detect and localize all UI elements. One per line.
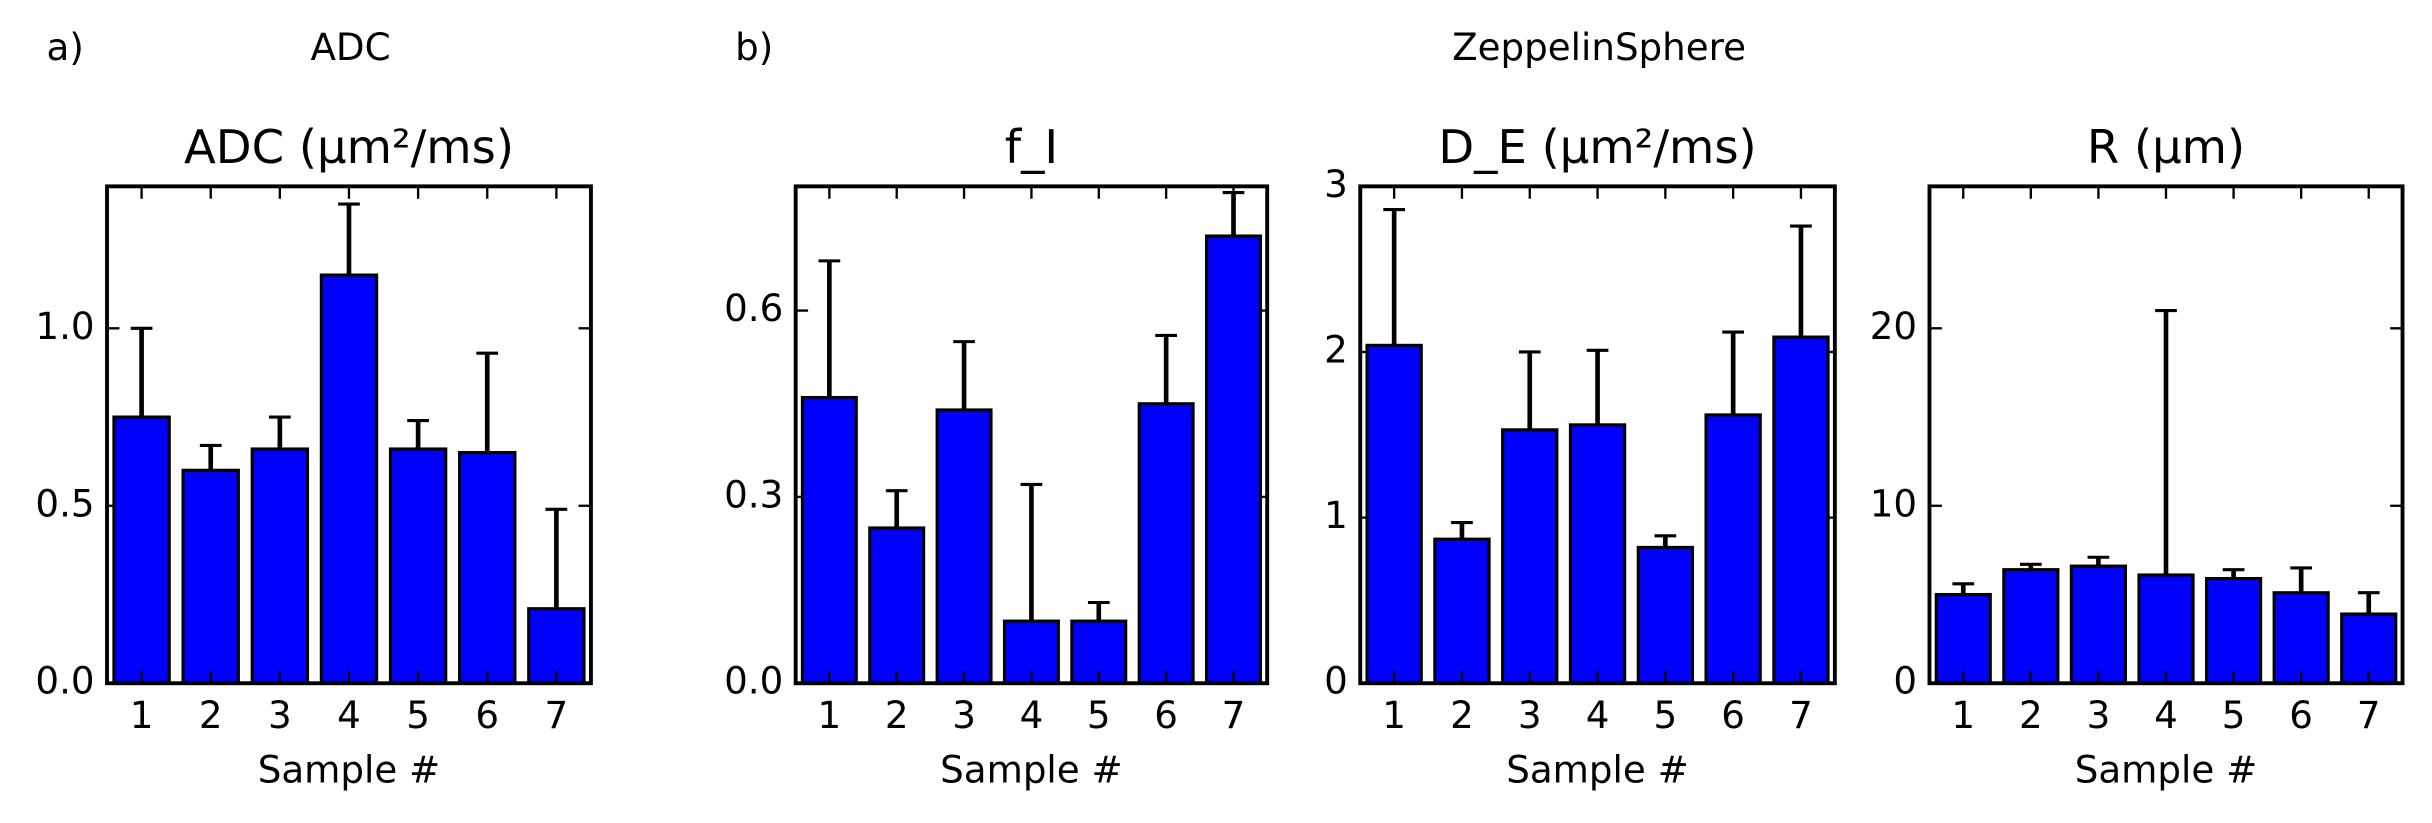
x-tick-label: 4 — [337, 693, 361, 737]
y-tick-label: 0.0 — [35, 659, 94, 703]
bar — [388, 447, 448, 685]
x-tick-label: 1 — [1382, 693, 1406, 737]
bar — [1365, 343, 1423, 685]
bar — [181, 468, 240, 685]
bar — [319, 273, 379, 685]
x-axis-label: Sample # — [1506, 747, 1689, 791]
x-tick-label: 2 — [885, 693, 909, 737]
plot-frame — [105, 184, 593, 686]
x-axis-label: Sample # — [2075, 747, 2258, 791]
bar — [2204, 576, 2263, 685]
x-tick-label: 1 — [1951, 693, 1975, 737]
bar — [1636, 545, 1695, 685]
y-tick-label: 0.0 — [724, 659, 783, 703]
bar — [250, 447, 310, 685]
x-tick-label: 1 — [130, 693, 154, 737]
bar — [1568, 423, 1627, 685]
bar — [2137, 573, 2195, 685]
x-tick-label: 7 — [545, 693, 569, 737]
bar — [458, 450, 517, 685]
chart-title: D_E (μm²/ms) — [1438, 120, 1756, 174]
chart-title: f_I — [1005, 120, 1058, 174]
x-axis-label: Sample # — [258, 747, 441, 791]
panel-title: ADC — [310, 25, 390, 69]
bar — [1205, 234, 1262, 685]
x-tick-label: 7 — [2357, 693, 2381, 737]
x-tick-label: 5 — [406, 693, 430, 737]
bar — [868, 526, 926, 685]
bar — [1772, 335, 1830, 685]
x-tick-label: 6 — [475, 693, 499, 737]
bar — [1501, 428, 1559, 685]
y-tick-label: 0 — [1893, 659, 1917, 703]
x-tick-label: 4 — [1586, 693, 1610, 737]
x-tick-label: 7 — [1222, 693, 1246, 737]
bar — [800, 395, 858, 685]
chart-title: R (μm) — [2087, 120, 2245, 174]
x-tick-label: 2 — [1450, 693, 1474, 737]
x-tick-label: 3 — [2087, 693, 2111, 737]
x-tick-label: 3 — [1518, 693, 1542, 737]
y-tick-label: 0.3 — [724, 472, 783, 516]
chart-title: ADC (μm²/ms) — [184, 120, 514, 174]
bar — [1137, 402, 1195, 685]
x-tick-label: 4 — [2154, 693, 2178, 737]
x-tick-label: 4 — [1020, 693, 1044, 737]
y-tick-label: 3 — [1324, 162, 1348, 206]
panel-title: ZeppelinSphere — [1452, 25, 1746, 69]
y-tick-label: 20 — [1870, 304, 1917, 348]
bar — [2002, 568, 2060, 685]
bar — [527, 607, 586, 685]
x-tick-label: 1 — [818, 693, 842, 737]
bar — [1934, 592, 1992, 685]
y-tick-label: 10 — [1870, 481, 1917, 525]
plot-frame — [1358, 184, 1837, 686]
panel-label: b) — [735, 25, 773, 69]
y-tick-label: 1 — [1324, 493, 1348, 537]
y-tick-label: 0 — [1324, 659, 1348, 703]
bar — [112, 415, 171, 685]
x-axis-label: Sample # — [940, 747, 1123, 791]
x-tick-label: 6 — [1154, 693, 1178, 737]
x-tick-label: 2 — [199, 693, 223, 737]
x-tick-label: 6 — [1721, 693, 1745, 737]
x-tick-label: 5 — [2222, 693, 2246, 737]
y-tick-label: 0.5 — [35, 481, 94, 525]
x-tick-label: 3 — [952, 693, 976, 737]
y-tick-label: 2 — [1324, 327, 1348, 371]
x-tick-label: 3 — [268, 693, 292, 737]
plot-frame — [793, 184, 1270, 686]
x-tick-label: 5 — [1654, 693, 1678, 737]
plot-frame — [1927, 184, 2405, 686]
bar — [1433, 537, 1491, 685]
bar — [2272, 591, 2330, 685]
bar — [935, 408, 993, 685]
y-tick-label: 1.0 — [35, 304, 94, 348]
bar — [2069, 564, 2128, 685]
x-tick-label: 6 — [2289, 693, 2313, 737]
x-tick-label: 2 — [2019, 693, 2043, 737]
x-tick-label: 5 — [1087, 693, 1111, 737]
bar — [1704, 413, 1762, 685]
x-tick-label: 7 — [1789, 693, 1813, 737]
panel-label: a) — [47, 25, 84, 69]
y-tick-label: 0.6 — [724, 286, 783, 330]
